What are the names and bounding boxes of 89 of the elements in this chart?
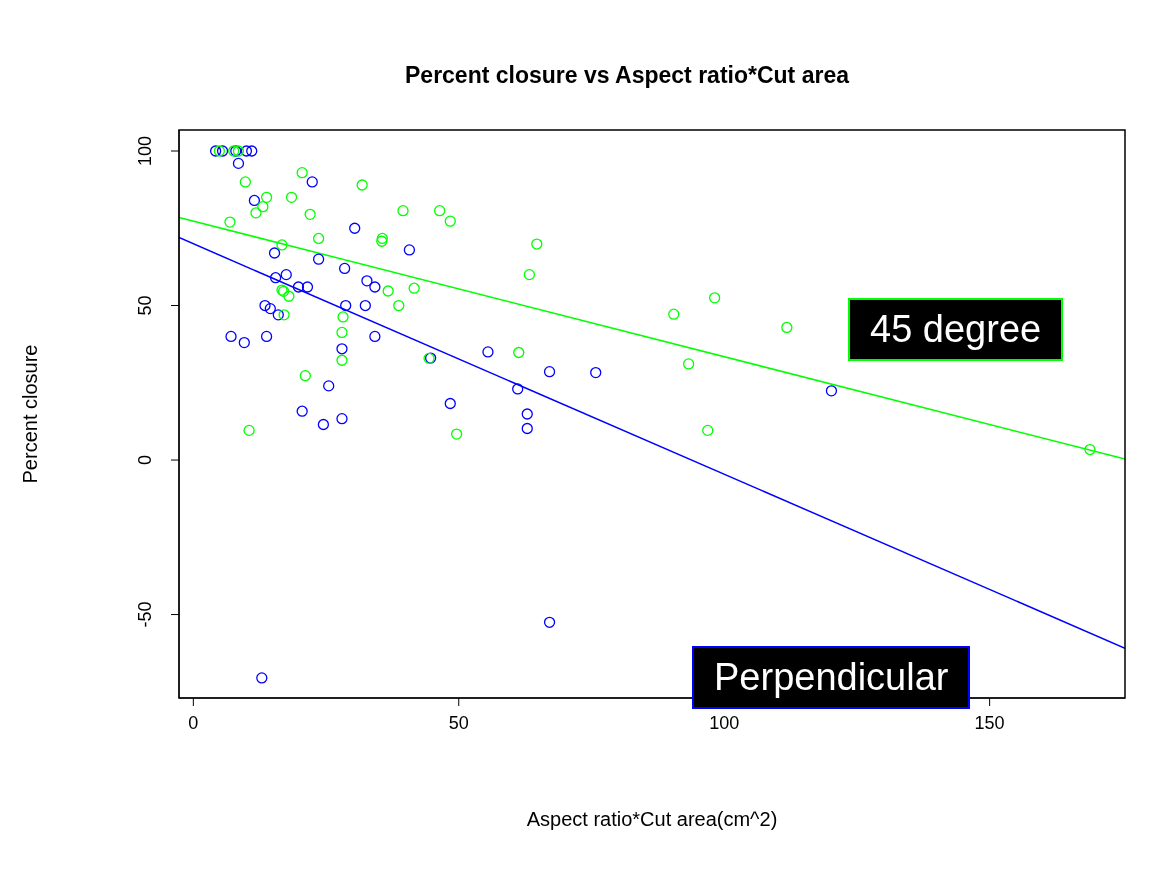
point (590, 366, 602, 379)
point (369, 330, 381, 343)
point (232, 157, 245, 170)
point (513, 346, 525, 359)
point (243, 424, 255, 437)
point (312, 253, 325, 265)
point (312, 232, 325, 245)
point (531, 238, 543, 250)
y-tick-label: 100 (135, 135, 155, 167)
point (444, 397, 456, 410)
point (239, 176, 252, 188)
y-axis-title: Percent closure (18, 344, 42, 484)
point (256, 672, 268, 684)
point (250, 207, 262, 219)
point (682, 358, 695, 370)
point (781, 321, 793, 334)
point (292, 281, 305, 293)
point (382, 285, 394, 297)
point (444, 215, 456, 227)
point (349, 222, 361, 234)
point (280, 268, 292, 281)
point (337, 311, 349, 323)
point (259, 299, 271, 312)
x-tick-label: 0 (188, 712, 199, 733)
point (260, 191, 273, 204)
point (285, 191, 298, 204)
y-tick-label: 50 (135, 295, 155, 316)
point (482, 346, 494, 358)
point (356, 179, 368, 191)
point (543, 616, 556, 628)
point (336, 343, 348, 355)
point (336, 326, 348, 339)
point (403, 244, 416, 256)
point (246, 145, 258, 157)
point (825, 385, 838, 397)
point (359, 299, 371, 312)
x-tick-label: 100 (709, 712, 740, 733)
point (301, 281, 314, 293)
point (668, 308, 680, 320)
point (240, 145, 253, 157)
point (268, 247, 281, 259)
point (260, 330, 273, 343)
point (336, 354, 348, 366)
point (512, 383, 524, 395)
x-tick-label: 150 (974, 712, 1005, 733)
text: Perpendicular (692, 646, 971, 709)
point (304, 208, 316, 221)
x-tick-label: 50 (448, 712, 469, 733)
point (323, 380, 335, 392)
point (209, 145, 222, 157)
point (296, 167, 308, 179)
point (393, 299, 405, 312)
point (317, 418, 330, 431)
point (272, 309, 284, 321)
point (306, 176, 318, 188)
point (238, 336, 250, 349)
point (264, 302, 276, 315)
point (257, 200, 269, 213)
point (521, 422, 533, 435)
point (283, 290, 295, 302)
point (278, 309, 290, 321)
point (296, 405, 308, 417)
point (361, 275, 373, 287)
point (224, 216, 236, 228)
point (523, 268, 536, 281)
point (450, 428, 463, 440)
point (276, 239, 288, 251)
point (248, 194, 261, 207)
point (216, 145, 229, 157)
point (397, 205, 409, 217)
point (434, 205, 446, 217)
y-tick-label: -50 (135, 601, 155, 628)
point (299, 370, 311, 382)
point (338, 262, 351, 275)
point (269, 272, 282, 284)
text: 45 degree (848, 298, 1064, 361)
point (369, 281, 381, 293)
point (702, 424, 714, 437)
point (1084, 443, 1096, 456)
point (336, 412, 348, 425)
point (543, 366, 556, 378)
chart-title: Percent closure vs Aspect ratio*Cut area (404, 62, 851, 89)
point (340, 299, 352, 312)
x-axis-title: Aspect ratio*Cut area(cm^2) (525, 808, 779, 831)
point (408, 282, 420, 294)
point (521, 408, 533, 420)
point (708, 292, 721, 304)
y-tick-label: 0 (135, 455, 155, 466)
point (225, 330, 237, 343)
